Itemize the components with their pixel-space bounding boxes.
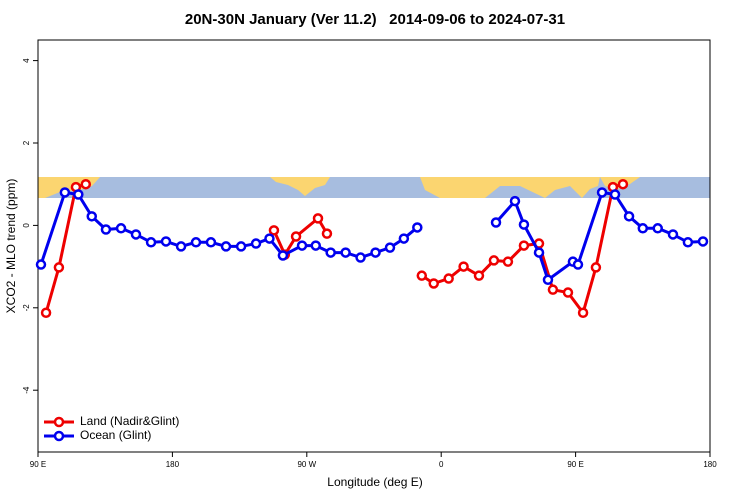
data-point [370, 247, 381, 258]
legend-label: Land (Nadir&Glint) [80, 414, 179, 428]
data-point [86, 211, 98, 222]
x-tick-label: 180 [166, 460, 180, 469]
data-point [398, 233, 410, 244]
data-point [488, 255, 500, 266]
data-point [290, 231, 302, 242]
data-point [502, 256, 514, 267]
y-axis-label: XCO2 - MLO trend (ppm) [4, 179, 18, 314]
data-point [518, 240, 530, 251]
data-point [458, 261, 469, 272]
data-point [697, 236, 709, 247]
data-point [547, 284, 559, 295]
data-point [35, 259, 47, 270]
data-point [310, 240, 322, 251]
y-tick-label: -4 [22, 386, 31, 394]
data-point [59, 187, 71, 198]
series-line [44, 182, 87, 314]
chart-title: 20N-30N January (Ver 11.2) 2014-09-06 to… [185, 11, 565, 28]
data-point [235, 241, 247, 252]
data-point [596, 187, 608, 198]
data-point [340, 247, 351, 258]
y-tick-label: 2 [22, 140, 31, 145]
data-point [175, 241, 187, 252]
data-point [325, 247, 336, 258]
data-point [443, 273, 454, 284]
data-point [384, 242, 396, 253]
data-point [572, 259, 584, 270]
data-point [80, 178, 92, 190]
data-point [53, 262, 65, 273]
x-tick-label: 0 [439, 460, 444, 469]
data-point [590, 262, 602, 273]
data-point [312, 213, 324, 224]
data-point [623, 211, 635, 222]
data-point [250, 238, 262, 249]
data-point [562, 287, 574, 298]
data-point [667, 229, 679, 240]
data-point [577, 307, 589, 318]
x-tick-label: 90 E [30, 460, 46, 469]
y-tick-label: 0 [22, 223, 31, 228]
data-point [220, 241, 232, 252]
data-point [115, 223, 127, 234]
y-tick-label: -2 [22, 304, 31, 312]
x-tick-label: 90 E [567, 460, 583, 469]
legend-label: Ocean (Glint) [80, 428, 151, 442]
data-point [518, 219, 530, 230]
data-point [355, 252, 366, 263]
legend-marker [53, 430, 65, 442]
data-point [40, 307, 52, 318]
plot-frame [37, 39, 711, 453]
data-point [428, 278, 439, 289]
data-point [652, 223, 663, 234]
data-point [490, 217, 502, 228]
data-point [100, 224, 112, 235]
data-point [268, 225, 280, 236]
data-point [264, 233, 275, 244]
data-point [682, 237, 694, 248]
data-point [637, 223, 649, 234]
data-point [145, 237, 157, 248]
data-point [296, 240, 308, 251]
data-point [533, 247, 545, 258]
data-point [205, 237, 217, 248]
data-point [130, 229, 142, 240]
data-point [277, 250, 289, 261]
data-point [509, 195, 521, 207]
x-tick-label: 180 [703, 460, 717, 469]
data-point [617, 178, 629, 190]
data-point [473, 270, 485, 281]
x-tick-label: 90 W [297, 460, 316, 469]
x-axis-label: Longitude (deg E) [327, 475, 422, 489]
data-point [416, 270, 428, 281]
data-point [542, 274, 554, 286]
y-tick-label: 4 [22, 58, 31, 63]
data-point [73, 189, 84, 200]
data-point [609, 189, 621, 200]
data-point [160, 236, 172, 247]
data-point [321, 228, 333, 239]
legend-marker [53, 416, 65, 428]
data-point [412, 222, 423, 233]
data-point [190, 237, 202, 248]
